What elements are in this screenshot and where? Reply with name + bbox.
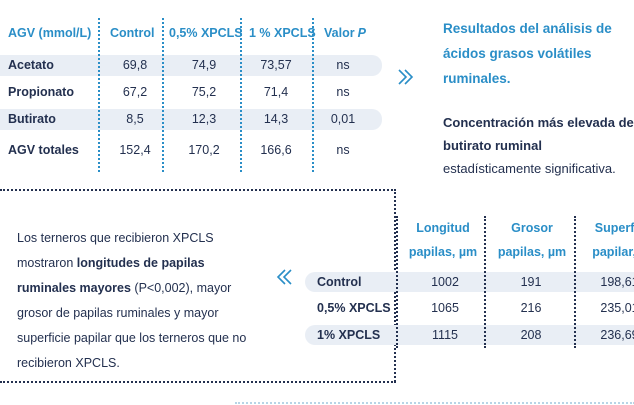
cell: 12,3 — [191, 112, 217, 126]
cell: ns — [336, 85, 350, 99]
cell: 191 — [520, 275, 542, 289]
row-label: Propionato — [8, 85, 74, 99]
table-row: Butirato 8,5 12,3 14,3 0,01 — [0, 109, 382, 130]
description-part1: Los terneros que recibieron XPCLS mostra… — [17, 231, 214, 270]
cell: 216 — [520, 301, 542, 315]
description-highlight: longitudes de papilas ruminales mayores — [17, 256, 205, 295]
bottom-divider — [235, 402, 634, 404]
table-row: AGV totales 152,4 170,2 166,6 ns — [0, 140, 382, 161]
cell: 69,8 — [122, 58, 148, 72]
header-line1: Superficie — [594, 221, 634, 235]
column-divider — [240, 18, 242, 172]
table1-header-control: Control — [110, 26, 155, 40]
papillae-table: Longitud papilas, µm Grosor papilas, µm … — [300, 216, 634, 348]
cell: 1065 — [431, 301, 459, 315]
cell: 8,5 — [126, 112, 144, 126]
table1-header-agv: AGV (mmol/L) — [8, 26, 92, 40]
header-line1: Grosor — [511, 221, 553, 235]
column-divider — [484, 216, 486, 348]
cell: ns — [336, 58, 350, 72]
table2-header-length: Longitud papilas, µm — [398, 216, 488, 264]
table1-header-valor: Valor — [324, 26, 355, 40]
header-line2: papilar, µm — [592, 245, 634, 259]
cell: 14,3 — [263, 112, 289, 126]
column-divider — [574, 216, 576, 348]
row-label: 0,5% XPCLS — [317, 301, 391, 315]
column-divider — [162, 18, 164, 172]
cell: ns — [336, 143, 350, 157]
table1-header-pvalue: Valor P — [324, 18, 366, 48]
row-label: Butirato — [8, 112, 56, 126]
cell: 166,6 — [260, 143, 292, 157]
cell: 71,4 — [263, 85, 289, 99]
column-divider — [98, 18, 100, 172]
frame-top-divider — [0, 189, 396, 191]
table1-header-p: P — [357, 26, 366, 40]
table1-header-1xpcls: 1 % XPCLS — [249, 26, 316, 40]
table-row: 0,5% XPCLS 1065 216 235,013 — [305, 298, 634, 318]
cell: 67,2 — [122, 85, 148, 99]
cell: 1002 — [431, 275, 459, 289]
cell: 236,697 — [600, 328, 634, 342]
cell: 75,2 — [191, 85, 217, 99]
row-label: 1% XPCLS — [317, 328, 381, 342]
row-label: AGV totales — [8, 143, 79, 157]
cell: 208 — [520, 328, 542, 342]
table2-header-thickness: Grosor papilas, µm — [492, 216, 572, 264]
row-label: Control — [317, 275, 362, 289]
caption-body: Concentración más elevada de butirato ru… — [443, 111, 634, 180]
cell: 1115 — [432, 328, 458, 342]
cell: 170,2 — [188, 143, 220, 157]
caption-rest: estadísticamente significativa. — [443, 161, 616, 176]
table2-header-surface: Superficie papilar, µm — [580, 216, 634, 264]
chevron-left-double-icon — [272, 266, 294, 293]
row-label: Acetato — [8, 58, 54, 72]
header-line2: papilas, µm — [408, 245, 478, 259]
vfa-caption: Resultados del análisis de ácidos grasos… — [443, 16, 634, 180]
table-row: 1% XPCLS 1115 208 236,697 — [305, 325, 634, 345]
frame-bottom-divider — [0, 381, 396, 383]
description-part2: (P<0,002), mayor grosor de papilas rumin… — [17, 281, 247, 370]
table-row: Acetato 69,8 74,9 73,57 ns — [0, 55, 382, 76]
table-row: Control 1002 191 198,619 — [305, 272, 634, 292]
caption-highlight: Concentración más elevada de butirato ru… — [443, 115, 634, 153]
column-divider — [312, 18, 314, 172]
caption-title: Resultados del análisis de ácidos grasos… — [443, 21, 612, 86]
header-line1: Longitud — [416, 221, 470, 235]
papillae-description: Los terneros que recibieron XPCLS mostra… — [17, 226, 262, 376]
cell: 0,01 — [330, 112, 356, 126]
column-divider — [396, 216, 398, 348]
vfa-table: AGV (mmol/L) Control 0,5% XPCLS 1 % XPCL… — [0, 18, 382, 172]
chevron-right-double-icon — [396, 66, 418, 93]
cell: 152,4 — [119, 143, 151, 157]
header-line2: papilas, µm — [497, 245, 567, 259]
cell: 235,013 — [600, 301, 634, 315]
table1-header-05xpcls: 0,5% XPCLS — [169, 26, 243, 40]
cell: 74,9 — [191, 58, 217, 72]
cell: 198,619 — [600, 275, 634, 289]
table-row: Propionato 67,2 75,2 71,4 ns — [0, 82, 382, 103]
cell: 73,57 — [260, 58, 292, 72]
